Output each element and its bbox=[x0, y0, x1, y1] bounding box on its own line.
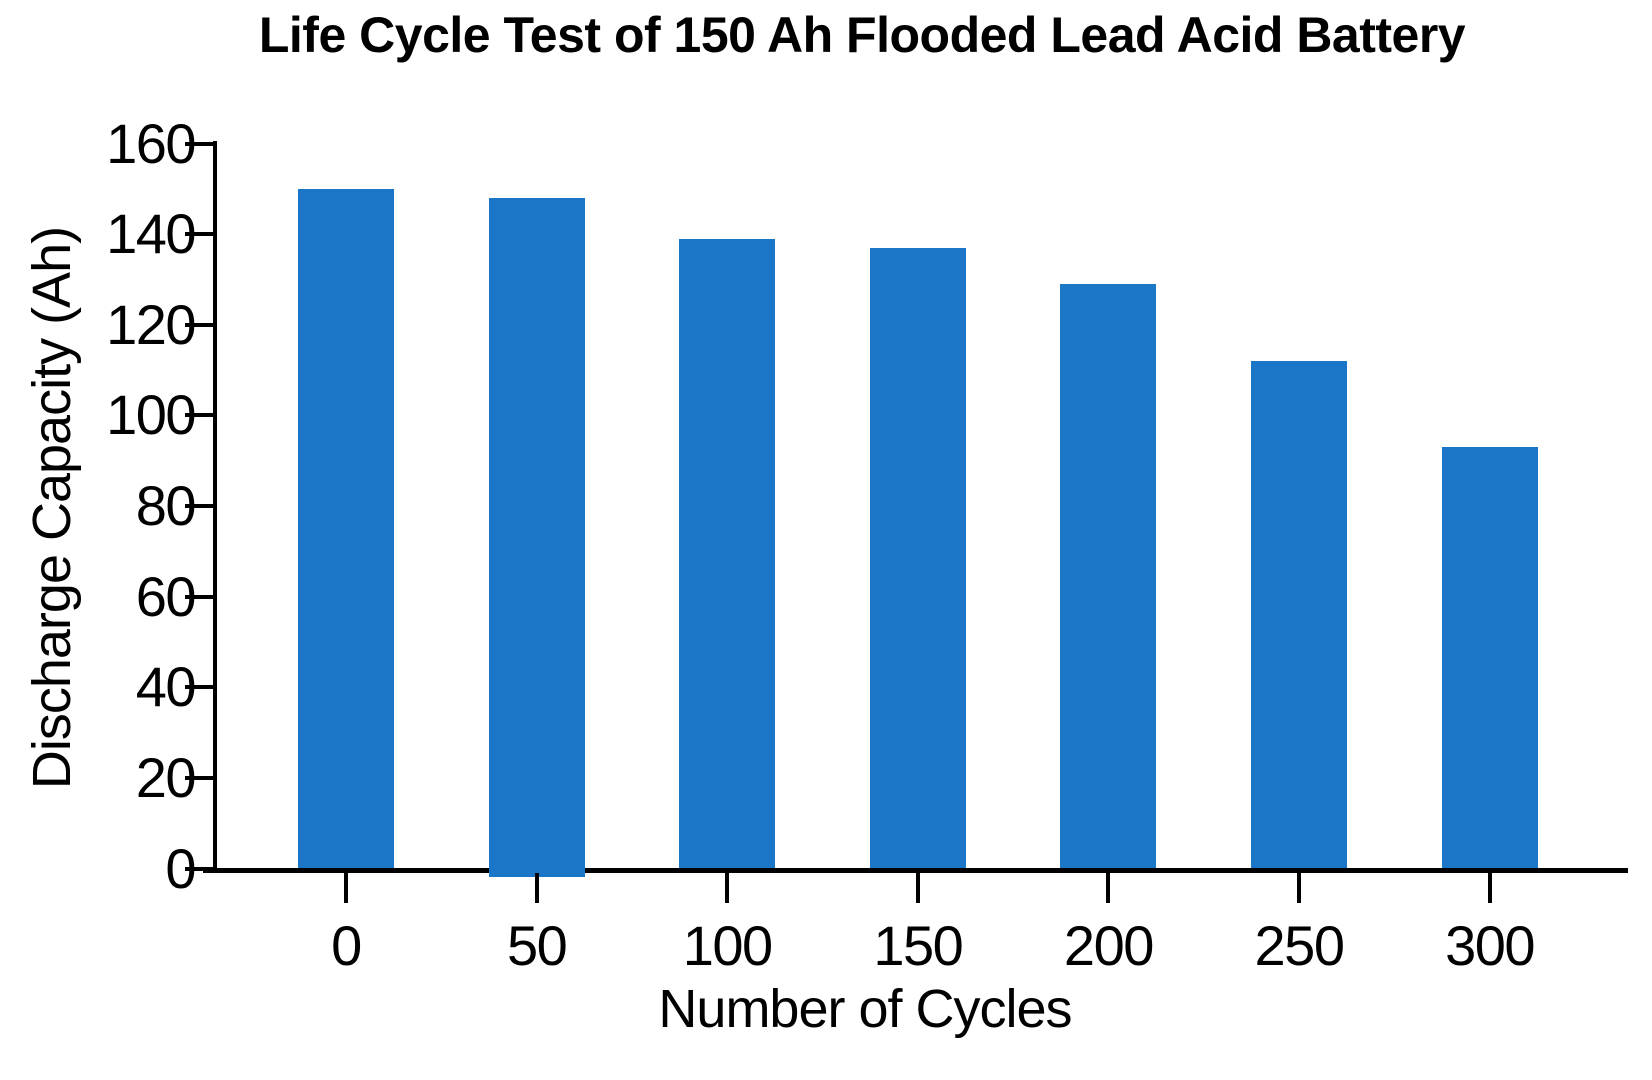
y-tick bbox=[185, 866, 213, 871]
x-tick-label: 0 bbox=[331, 914, 362, 977]
y-tick-label: 160 bbox=[106, 111, 196, 175]
bar-300-cycles bbox=[1441, 447, 1538, 868]
x-tick-label: 150 bbox=[873, 914, 963, 977]
y-tick-label: 80 bbox=[135, 474, 197, 537]
y-tick bbox=[185, 594, 213, 599]
x-axis-label: Number of Cycles bbox=[658, 979, 1072, 1039]
y-tick-label: 0 bbox=[165, 836, 196, 900]
y-tick bbox=[185, 413, 213, 418]
x-tick bbox=[725, 873, 730, 903]
x-tick-label: 100 bbox=[682, 914, 773, 977]
bar-0-cycles bbox=[298, 188, 394, 868]
chart-title: Life Cycle Test of 150 Ah Flooded Lead A… bbox=[258, 7, 1466, 63]
x-tick-label: 300 bbox=[1445, 914, 1535, 977]
x-tick bbox=[915, 873, 920, 903]
y-tick-label: 20 bbox=[135, 745, 197, 809]
x-tick-label: 50 bbox=[506, 914, 568, 977]
x-tick-label: 250 bbox=[1254, 914, 1345, 977]
x-tick bbox=[1106, 873, 1111, 903]
y-tick-label: 40 bbox=[135, 655, 197, 719]
x-tick bbox=[344, 873, 348, 903]
bar-250-cycles bbox=[1251, 361, 1347, 868]
y-tick-label: 100 bbox=[106, 383, 196, 447]
x-tick bbox=[534, 873, 539, 903]
bar-100-cycles bbox=[679, 238, 776, 868]
y-tick-label: 60 bbox=[135, 564, 197, 628]
y-tick-label: 140 bbox=[106, 202, 196, 266]
bar-150-cycles bbox=[869, 247, 966, 868]
y-tick bbox=[185, 322, 213, 327]
y-tick bbox=[185, 685, 213, 690]
y-tick-label: 120 bbox=[106, 292, 196, 356]
y-tick bbox=[185, 504, 213, 508]
y-tick bbox=[185, 775, 213, 780]
x-tick bbox=[1487, 873, 1492, 903]
y-tick bbox=[185, 232, 213, 237]
x-tick-label: 200 bbox=[1063, 914, 1154, 977]
x-axis-line bbox=[203, 868, 1628, 873]
bar-200-cycles bbox=[1060, 283, 1157, 868]
y-axis-line bbox=[213, 141, 217, 873]
x-tick bbox=[1297, 873, 1301, 903]
bar-50-cycles bbox=[488, 197, 585, 868]
bar-underflow-artifact bbox=[488, 868, 585, 877]
y-tick bbox=[185, 141, 213, 146]
